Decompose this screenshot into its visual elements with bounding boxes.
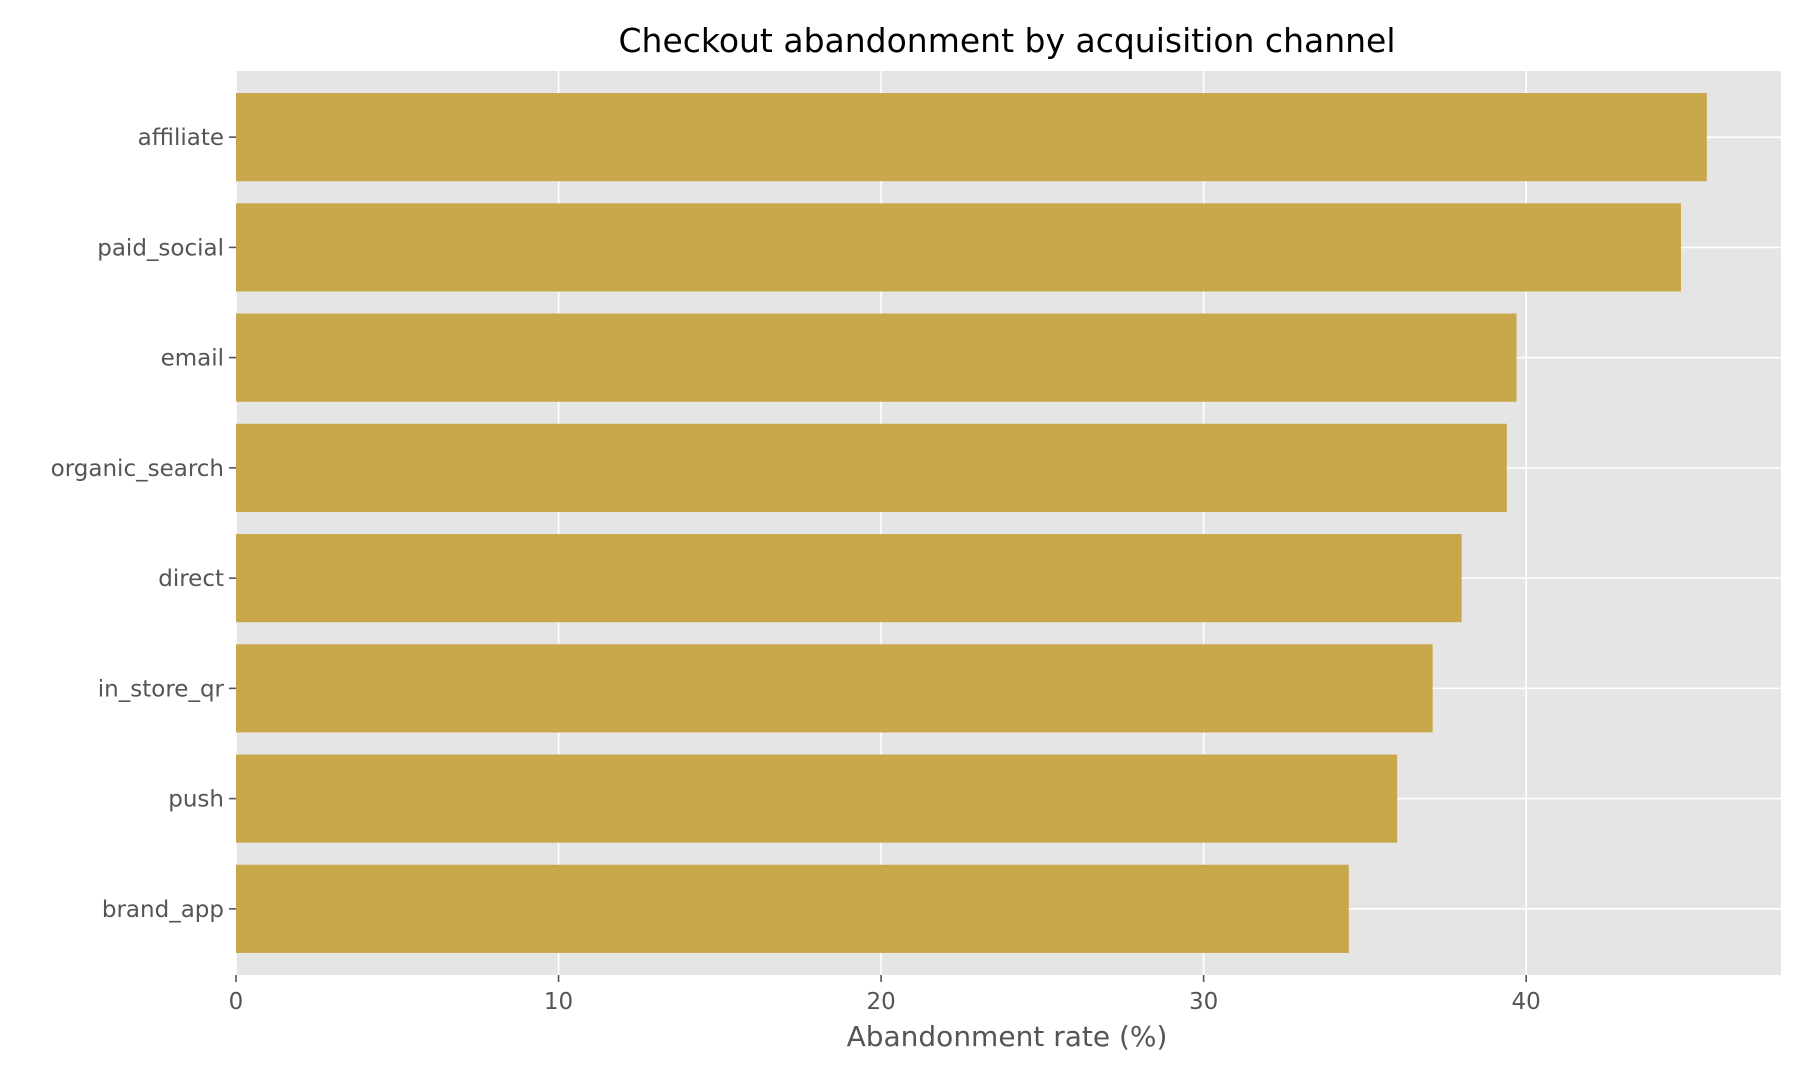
bar-paid_social bbox=[236, 203, 1682, 292]
y-tick-label: affiliate bbox=[138, 125, 224, 151]
x-tick-label: 0 bbox=[229, 989, 244, 1015]
bar-push bbox=[236, 754, 1398, 843]
x-axis-label: Abandonment rate (%) bbox=[847, 1020, 1168, 1053]
x-tick-label: 30 bbox=[1189, 989, 1218, 1015]
y-tick-label: in_store_qr bbox=[98, 676, 225, 702]
bar-affiliate bbox=[236, 93, 1707, 182]
y-tick-label: organic_search bbox=[51, 456, 224, 482]
bar-brand_app bbox=[236, 864, 1349, 953]
bar-email bbox=[236, 313, 1517, 402]
x-tick-label: 10 bbox=[544, 989, 573, 1015]
x-tick-label: 20 bbox=[866, 989, 895, 1015]
x-axis: 0 10 20 30 40 bbox=[229, 975, 1541, 1015]
bar-organic_search bbox=[236, 423, 1507, 512]
bars bbox=[236, 93, 1707, 953]
y-tick-label: email bbox=[161, 346, 224, 372]
y-tick-label: brand_app bbox=[102, 897, 224, 923]
bar-direct bbox=[236, 534, 1462, 623]
x-tick-label: 40 bbox=[1512, 989, 1541, 1015]
y-tick-label: direct bbox=[158, 566, 224, 592]
y-tick-label: paid_social bbox=[97, 235, 224, 261]
chart-title: Checkout abandonment by acquisition chan… bbox=[618, 21, 1395, 60]
y-tick-label: push bbox=[168, 787, 224, 813]
bar-in_store_qr bbox=[236, 644, 1433, 733]
